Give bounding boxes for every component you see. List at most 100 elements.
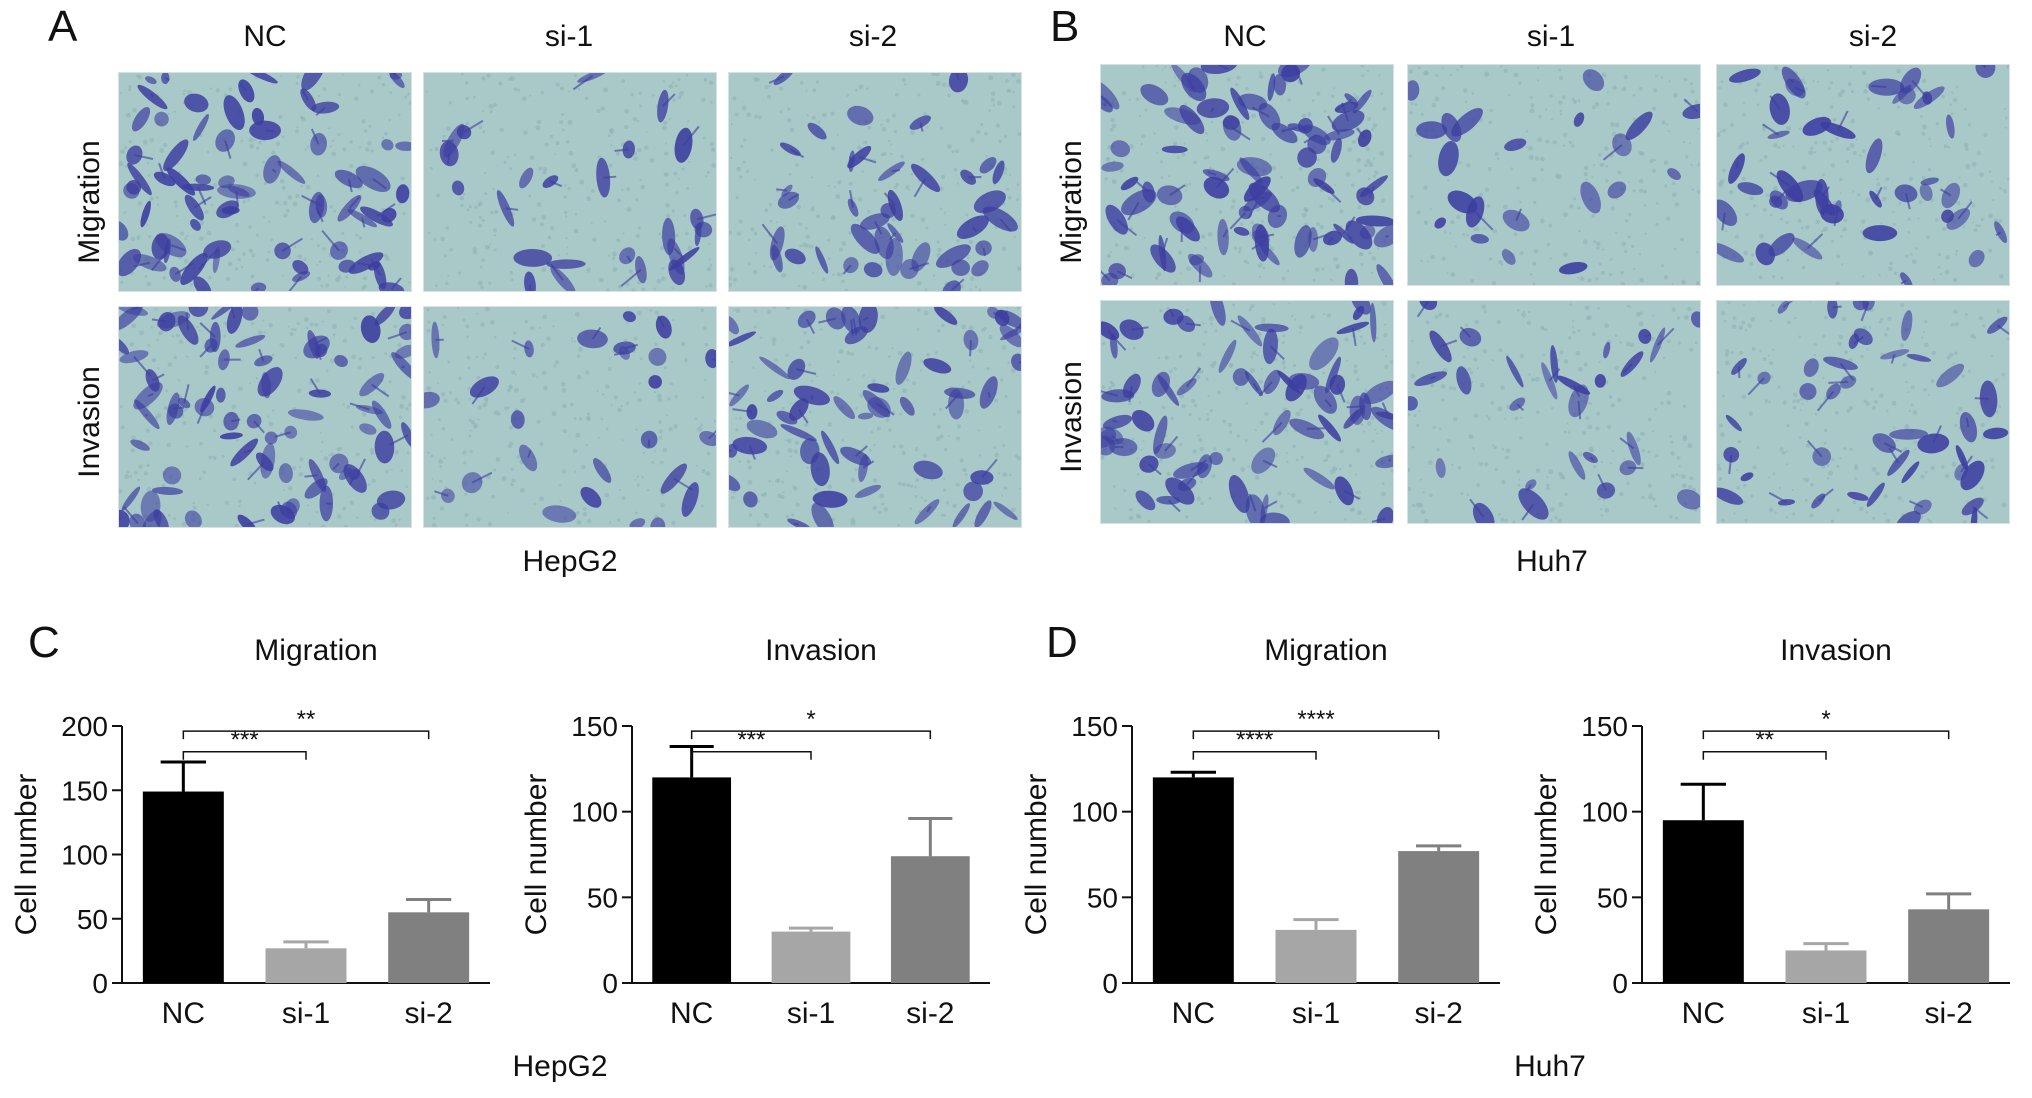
bar-si-2 — [890, 856, 970, 983]
micrograph-b-migration-si1 — [1407, 64, 1701, 286]
y-tick-label: 200 — [61, 711, 108, 742]
column-label-si1-b: si-1 — [1526, 20, 1576, 53]
x-tick-label: si-1 — [282, 997, 330, 1030]
column-label-si2-b: si-2 — [1848, 20, 1898, 53]
panel-letter-b: B — [1050, 2, 1080, 51]
significance-bracket — [690, 750, 812, 760]
error-bar-si-2 — [1415, 844, 1462, 852]
column-label-nc-a: NC — [243, 20, 287, 53]
y-tick-label: 150 — [1581, 711, 1628, 742]
y-axis-label: Cell number — [1530, 774, 1563, 936]
significance-stars: **** — [1297, 706, 1334, 733]
error-bar-NC — [1680, 782, 1727, 821]
chart-d-migration: Migration Cell number 0 50 100 150 NC si-1 si-2 *… — [1010, 618, 1520, 1058]
x-tick-label: si-2 — [404, 997, 452, 1030]
cell-line-label-b: Huh7 — [1516, 545, 1588, 578]
y-axis-label: Cell number — [520, 774, 553, 936]
bar-si-1 — [1785, 950, 1867, 983]
x-tick-label: NC — [1172, 997, 1215, 1030]
chart-c-invasion: Invasion Cell number 0 50 100 150 NC si-1 si-2 **… — [510, 618, 1010, 1058]
chart-title: Migration — [1264, 634, 1387, 667]
error-bar-si-1 — [1293, 918, 1339, 930]
bar-si-2 — [1908, 909, 1990, 983]
cell-line-label-d: Huh7 — [1514, 1050, 1586, 1083]
chart-title: Invasion — [765, 634, 877, 667]
significance-bracket — [182, 750, 307, 760]
micrograph-b-invasion-nc — [1100, 300, 1394, 524]
chart-c-migration: Migration Cell number 0 50 100 150 200 NC si-1 si… — [0, 618, 510, 1058]
significance-bracket — [1192, 750, 1317, 760]
error-bar-si-1 — [1803, 942, 1849, 951]
micrograph-a-invasion-nc — [118, 306, 412, 528]
y-tick-label: 100 — [571, 797, 618, 828]
significance-stars: * — [1821, 706, 1830, 733]
y-axis-label: Cell number — [1020, 774, 1053, 936]
error-bar-si-1 — [283, 940, 329, 949]
y-axis-label: Cell number — [10, 774, 43, 936]
x-tick-label: si-2 — [906, 997, 954, 1030]
bar-si-1 — [265, 948, 347, 983]
error-bar-NC — [160, 760, 207, 792]
significance-stars: ** — [1755, 727, 1774, 754]
y-tick-label: 0 — [1612, 968, 1628, 999]
significance-bracket — [1702, 730, 1950, 740]
cell-line-label-c: HepG2 — [512, 1050, 608, 1083]
significance-bracket — [182, 730, 430, 740]
bar-NC — [1152, 777, 1234, 983]
bar-si-2 — [388, 912, 470, 983]
y-tick-label: 100 — [1581, 797, 1628, 828]
y-tick-label: 50 — [1597, 882, 1628, 913]
y-tick-label: 100 — [1071, 797, 1118, 828]
y-tick-label: 100 — [61, 840, 108, 871]
y-tick-label: 150 — [61, 775, 108, 806]
y-tick-label: 50 — [77, 904, 108, 935]
x-tick-label: si-1 — [1802, 997, 1850, 1030]
error-bar-NC — [1170, 770, 1217, 778]
micrograph-a-migration-si2 — [728, 72, 1022, 292]
row-label-migration-b: Migration — [1055, 140, 1088, 264]
y-tick-label: 150 — [571, 711, 618, 742]
column-label-si2-a: si-2 — [848, 20, 898, 53]
bar-NC — [1662, 820, 1744, 983]
chart-d-invasion: Invasion Cell number 0 50 100 150 NC si-1 si-2 **… — [1520, 618, 2030, 1058]
bar-NC — [142, 791, 224, 983]
x-tick-label: si-1 — [1292, 997, 1340, 1030]
column-label-nc-b: NC — [1223, 20, 1267, 53]
y-tick-label: 0 — [602, 968, 618, 999]
micrograph-b-migration-nc — [1100, 64, 1394, 286]
error-bar-si-2 — [1925, 892, 1972, 910]
panel-letter-a: A — [48, 2, 78, 51]
error-bar-si-1 — [788, 926, 834, 932]
row-label-invasion-b: Invasion — [1055, 361, 1088, 473]
x-tick-label: NC — [162, 997, 205, 1030]
significance-bracket — [1192, 730, 1440, 740]
micrograph-b-invasion-si1 — [1407, 300, 1701, 524]
bar-si-1 — [1275, 929, 1357, 983]
micrograph-a-invasion-si2 — [728, 306, 1022, 528]
panel-letter-c: C — [28, 618, 60, 667]
bar-NC — [652, 777, 732, 983]
micrograph-b-migration-si2 — [1716, 64, 2010, 286]
panel-letter-d: D — [1046, 618, 1078, 667]
x-tick-label: NC — [670, 997, 713, 1030]
row-label-migration-a: Migration — [73, 140, 106, 264]
x-tick-label: NC — [1682, 997, 1725, 1030]
row-label-invasion-a: Invasion — [73, 366, 106, 478]
y-tick-label: 0 — [1102, 968, 1118, 999]
x-tick-label: si-2 — [1414, 997, 1462, 1030]
x-tick-label: si-2 — [1924, 997, 1972, 1030]
significance-stars: ** — [297, 706, 316, 733]
x-tick-label: si-1 — [787, 997, 835, 1030]
chart-title: Migration — [254, 634, 377, 667]
micrograph-b-invasion-si2 — [1716, 300, 2010, 524]
y-tick-label: 150 — [1071, 711, 1118, 742]
micrograph-a-invasion-si1 — [423, 306, 717, 528]
bar-si-1 — [771, 931, 851, 983]
error-bar-si-2 — [908, 817, 953, 857]
y-tick-label: 50 — [587, 882, 618, 913]
micrograph-a-migration-nc — [118, 72, 412, 292]
significance-bracket — [690, 730, 932, 740]
micrograph-a-migration-si1 — [423, 72, 717, 292]
chart-title: Invasion — [1780, 634, 1892, 667]
error-bar-si-2 — [405, 897, 452, 913]
